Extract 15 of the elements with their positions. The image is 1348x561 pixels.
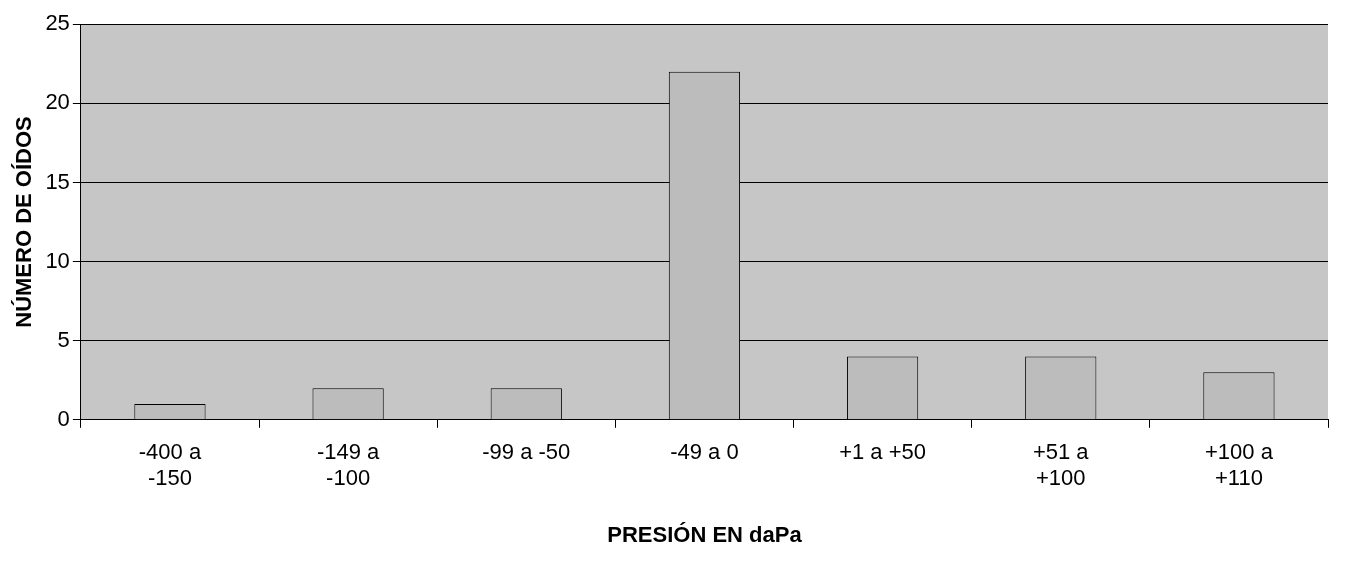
x-tick-label: +51 a +100 <box>1032 439 1090 491</box>
x-tick-label: -400 a -150 <box>138 439 202 491</box>
y-tick-label: 5 <box>57 326 70 352</box>
x-tick-label: -99 a -50 <box>482 439 571 465</box>
x-axis-title: PRESIÓN EN daPa <box>607 521 803 547</box>
y-tick-label: 20 <box>45 89 70 115</box>
x-tick-label: -149 a -100 <box>316 439 381 491</box>
x-tick-label: +1 a +50 <box>839 439 927 465</box>
x-tick-label: -49 a 0 <box>670 439 739 465</box>
y-tick-label: 10 <box>45 247 70 273</box>
y-tick-label: 15 <box>45 168 70 194</box>
y-axis-title: NÚMERO DE OÍDOS <box>11 116 37 328</box>
y-tick-label: 25 <box>45 10 70 36</box>
y-tick-label: 0 <box>57 405 70 431</box>
x-tick-label: +100 a +110 <box>1204 439 1274 491</box>
